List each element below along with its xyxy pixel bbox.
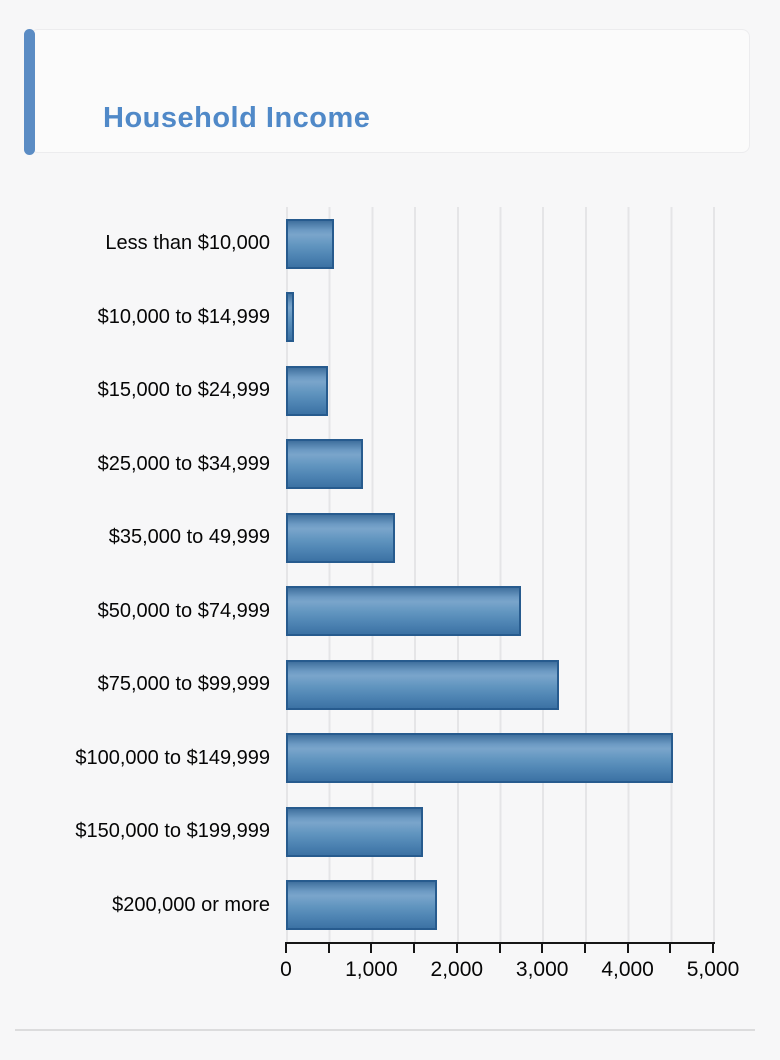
bar (286, 659, 560, 710)
bar (286, 365, 328, 416)
chart-row: $25,000 to $34,999 (0, 428, 780, 502)
bar (286, 512, 396, 563)
chart-row: $100,000 to $149,999 (0, 722, 780, 796)
x-axis-tick (669, 944, 672, 953)
chart-row: Less than $10,000 (0, 207, 780, 281)
bar (286, 292, 294, 343)
title-card: Household Income (30, 29, 750, 153)
x-axis-tick (541, 944, 544, 953)
category-label: $75,000 to $99,999 (97, 673, 270, 696)
x-axis-line (285, 942, 715, 944)
x-axis-tick-label: 1,000 (345, 958, 398, 981)
bar-track (286, 512, 713, 563)
bar-track (286, 880, 713, 931)
chart-row: $200,000 or more (0, 869, 780, 943)
bar-track (286, 806, 713, 857)
bar-track (286, 586, 713, 637)
title-accent-bar (24, 29, 35, 155)
bar-track (286, 218, 713, 269)
x-axis-tick-label: 0 (280, 958, 292, 981)
category-label: Less than $10,000 (105, 232, 270, 255)
chart-row: $50,000 to $74,999 (0, 575, 780, 649)
category-label: $10,000 to $14,999 (97, 305, 270, 328)
x-axis-tick (626, 944, 629, 953)
bar-track (286, 365, 713, 416)
x-axis-tick (327, 944, 330, 953)
chart-row: $75,000 to $99,999 (0, 648, 780, 722)
page-title: Household Income (103, 102, 371, 134)
chart-row: $35,000 to 49,999 (0, 501, 780, 575)
bar-track (286, 659, 713, 710)
x-axis-tick (455, 944, 458, 953)
x-axis-labels: 0 1,000 2,000 3,000 4,000 5,000 (280, 958, 739, 984)
x-axis-tick-label: 2,000 (430, 958, 484, 981)
category-label: $200,000 or more (112, 893, 270, 916)
bottom-divider (15, 1029, 755, 1031)
x-axis-tick (712, 944, 714, 953)
x-axis-tick (285, 944, 287, 953)
chart-row: $15,000 to $24,999 (0, 354, 780, 428)
bar (286, 439, 364, 490)
bar-track (286, 292, 713, 343)
x-axis-tick (413, 944, 416, 953)
bar-track (286, 733, 713, 784)
category-label: $35,000 to 49,999 (108, 526, 270, 549)
x-axis-tick-label: 4,000 (601, 958, 654, 981)
category-label: $15,000 to $24,999 (97, 379, 270, 402)
bar-rows: Less than $10,000 $10,000 to $14,999 $15,0… (0, 207, 780, 942)
category-label: $100,000 to $149,999 (75, 746, 270, 769)
category-label: $25,000 to $34,999 (97, 452, 270, 475)
x-axis-tick (370, 944, 373, 953)
bar (286, 733, 673, 784)
chart-row: $150,000 to $199,999 (0, 795, 780, 869)
chart-row: $10,000 to $14,999 (0, 281, 780, 355)
category-label: $150,000 to $199,999 (75, 820, 270, 843)
bar (286, 586, 521, 637)
x-axis-tick-label: 5,000 (686, 958, 740, 981)
bar (286, 218, 334, 269)
x-axis-tick (583, 944, 586, 953)
x-axis-tick-label: 3,000 (515, 958, 569, 981)
bar (286, 880, 438, 931)
bar-track (286, 439, 713, 490)
bar (286, 806, 423, 857)
household-income-chart: Less than $10,000 $10,000 to $14,999 $15,0… (0, 207, 780, 1030)
category-label: $50,000 to $74,999 (97, 599, 270, 622)
x-axis-ticks (285, 944, 714, 953)
x-axis-tick (498, 944, 501, 953)
